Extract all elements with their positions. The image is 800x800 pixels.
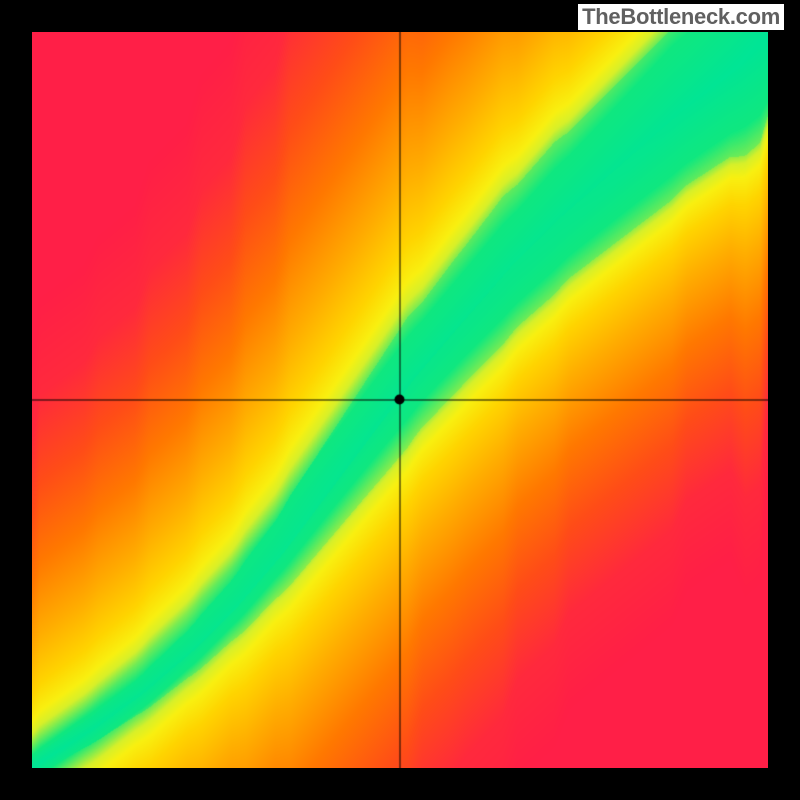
bottleneck-heatmap	[32, 32, 768, 768]
watermark-label: TheBottleneck.com	[578, 4, 784, 30]
chart-container: TheBottleneck.com	[0, 0, 800, 800]
